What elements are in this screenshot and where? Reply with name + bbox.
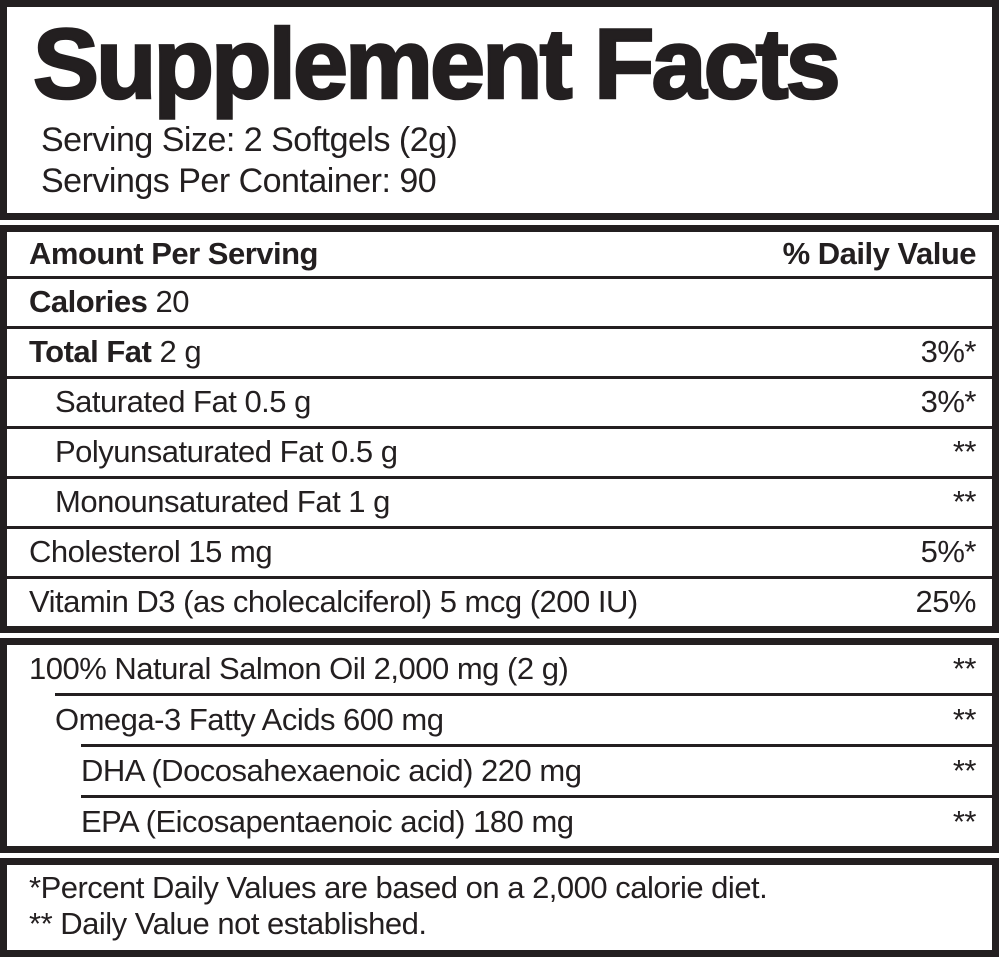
row-daily-value: ** xyxy=(952,803,977,839)
serving-size: Serving Size: 2 Softgels (2g) xyxy=(41,121,458,160)
row-separator xyxy=(7,275,992,279)
table-row: Polyunsaturated Fat 0.5 g ** xyxy=(7,429,992,476)
row-name-and-amount: Saturated Fat 0.5 g xyxy=(55,384,311,420)
row-separator xyxy=(7,525,992,529)
row-daily-value: ** xyxy=(952,484,977,520)
row-name-and-amount: Calories 20 xyxy=(29,284,189,320)
row-name-and-amount: DHA (Docosahexaenoic acid) 220 mg xyxy=(81,752,582,788)
table-row: 100% Natural Salmon Oil 2,000 mg (2 g) ** xyxy=(7,645,992,693)
servings-per-container: Servings Per Container: 90 xyxy=(41,162,437,201)
table-row: EPA (Eicosapentaenoic acid) 180 mg ** xyxy=(7,798,992,846)
row-separator xyxy=(7,475,992,479)
row-daily-value: 3%* xyxy=(920,334,977,370)
row-separator xyxy=(7,425,992,429)
row-name-and-amount: Polyunsaturated Fat 0.5 g xyxy=(55,434,398,470)
row-daily-value: ** xyxy=(952,650,977,686)
footnote-not-established: ** Daily Value not established. xyxy=(29,905,427,941)
title-box: Supplement Facts Serving Size: 2 Softgel… xyxy=(0,0,999,220)
row-name-and-amount: Cholesterol 15 mg xyxy=(29,534,273,570)
table-row: Calories 20 xyxy=(7,279,992,326)
row-separator xyxy=(7,325,992,329)
row-daily-value: 25% xyxy=(915,584,976,620)
row-daily-value: ** xyxy=(952,701,977,737)
main-facts-rows: Calories 20 Total Fat 2 g 3%* Saturated Fat… xyxy=(7,275,992,626)
label-title: Supplement Facts xyxy=(32,8,842,119)
table-row: DHA (Docosahexaenoic acid) 220 mg ** xyxy=(7,747,992,795)
row-name-and-amount: Monounsaturated Fat 1 g xyxy=(55,484,390,520)
row-separator xyxy=(7,575,992,579)
row-name-and-amount: EPA (Eicosapentaenoic acid) 180 mg xyxy=(81,803,574,839)
table-row: Vitamin D3 (as cholecalciferol) 5 mcg (2… xyxy=(7,579,992,626)
row-separator xyxy=(81,743,992,747)
table-header-row: Amount Per Serving % Daily Value xyxy=(7,232,992,276)
table-row: Monounsaturated Fat 1 g ** xyxy=(7,479,992,526)
row-daily-value: 5%* xyxy=(920,534,977,570)
oil-facts-rows: 100% Natural Salmon Oil 2,000 mg (2 g) **… xyxy=(7,645,992,846)
table-row: Saturated Fat 0.5 g 3%* xyxy=(7,379,992,426)
row-name-and-amount: Total Fat 2 g xyxy=(29,334,202,370)
oil-facts-box: 100% Natural Salmon Oil 2,000 mg (2 g) **… xyxy=(0,637,999,853)
daily-value-header: % Daily Value xyxy=(782,235,977,271)
row-daily-value: 3%* xyxy=(920,384,977,420)
table-row: Total Fat 2 g 3%* xyxy=(7,329,992,376)
row-name-and-amount: 100% Natural Salmon Oil 2,000 mg (2 g) xyxy=(29,650,569,686)
row-daily-value: ** xyxy=(952,434,977,470)
amount-per-serving-header: Amount Per Serving xyxy=(29,235,319,271)
footnote-daily-value: *Percent Daily Values are based on a 2,0… xyxy=(29,869,768,905)
footnotes-box: *Percent Daily Values are based on a 2,0… xyxy=(0,857,999,957)
row-name-and-amount: Omega-3 Fatty Acids 600 mg xyxy=(55,701,444,737)
row-separator xyxy=(55,692,992,696)
row-separator xyxy=(81,794,992,798)
row-name-and-amount: Vitamin D3 (as cholecalciferol) 5 mcg (2… xyxy=(29,584,638,620)
row-separator xyxy=(7,375,992,379)
main-facts-box: Amount Per Serving % Daily Value Calorie… xyxy=(0,224,999,633)
table-row: Omega-3 Fatty Acids 600 mg ** xyxy=(7,696,992,744)
row-daily-value: ** xyxy=(952,752,977,788)
table-row: Cholesterol 15 mg 5%* xyxy=(7,529,992,576)
